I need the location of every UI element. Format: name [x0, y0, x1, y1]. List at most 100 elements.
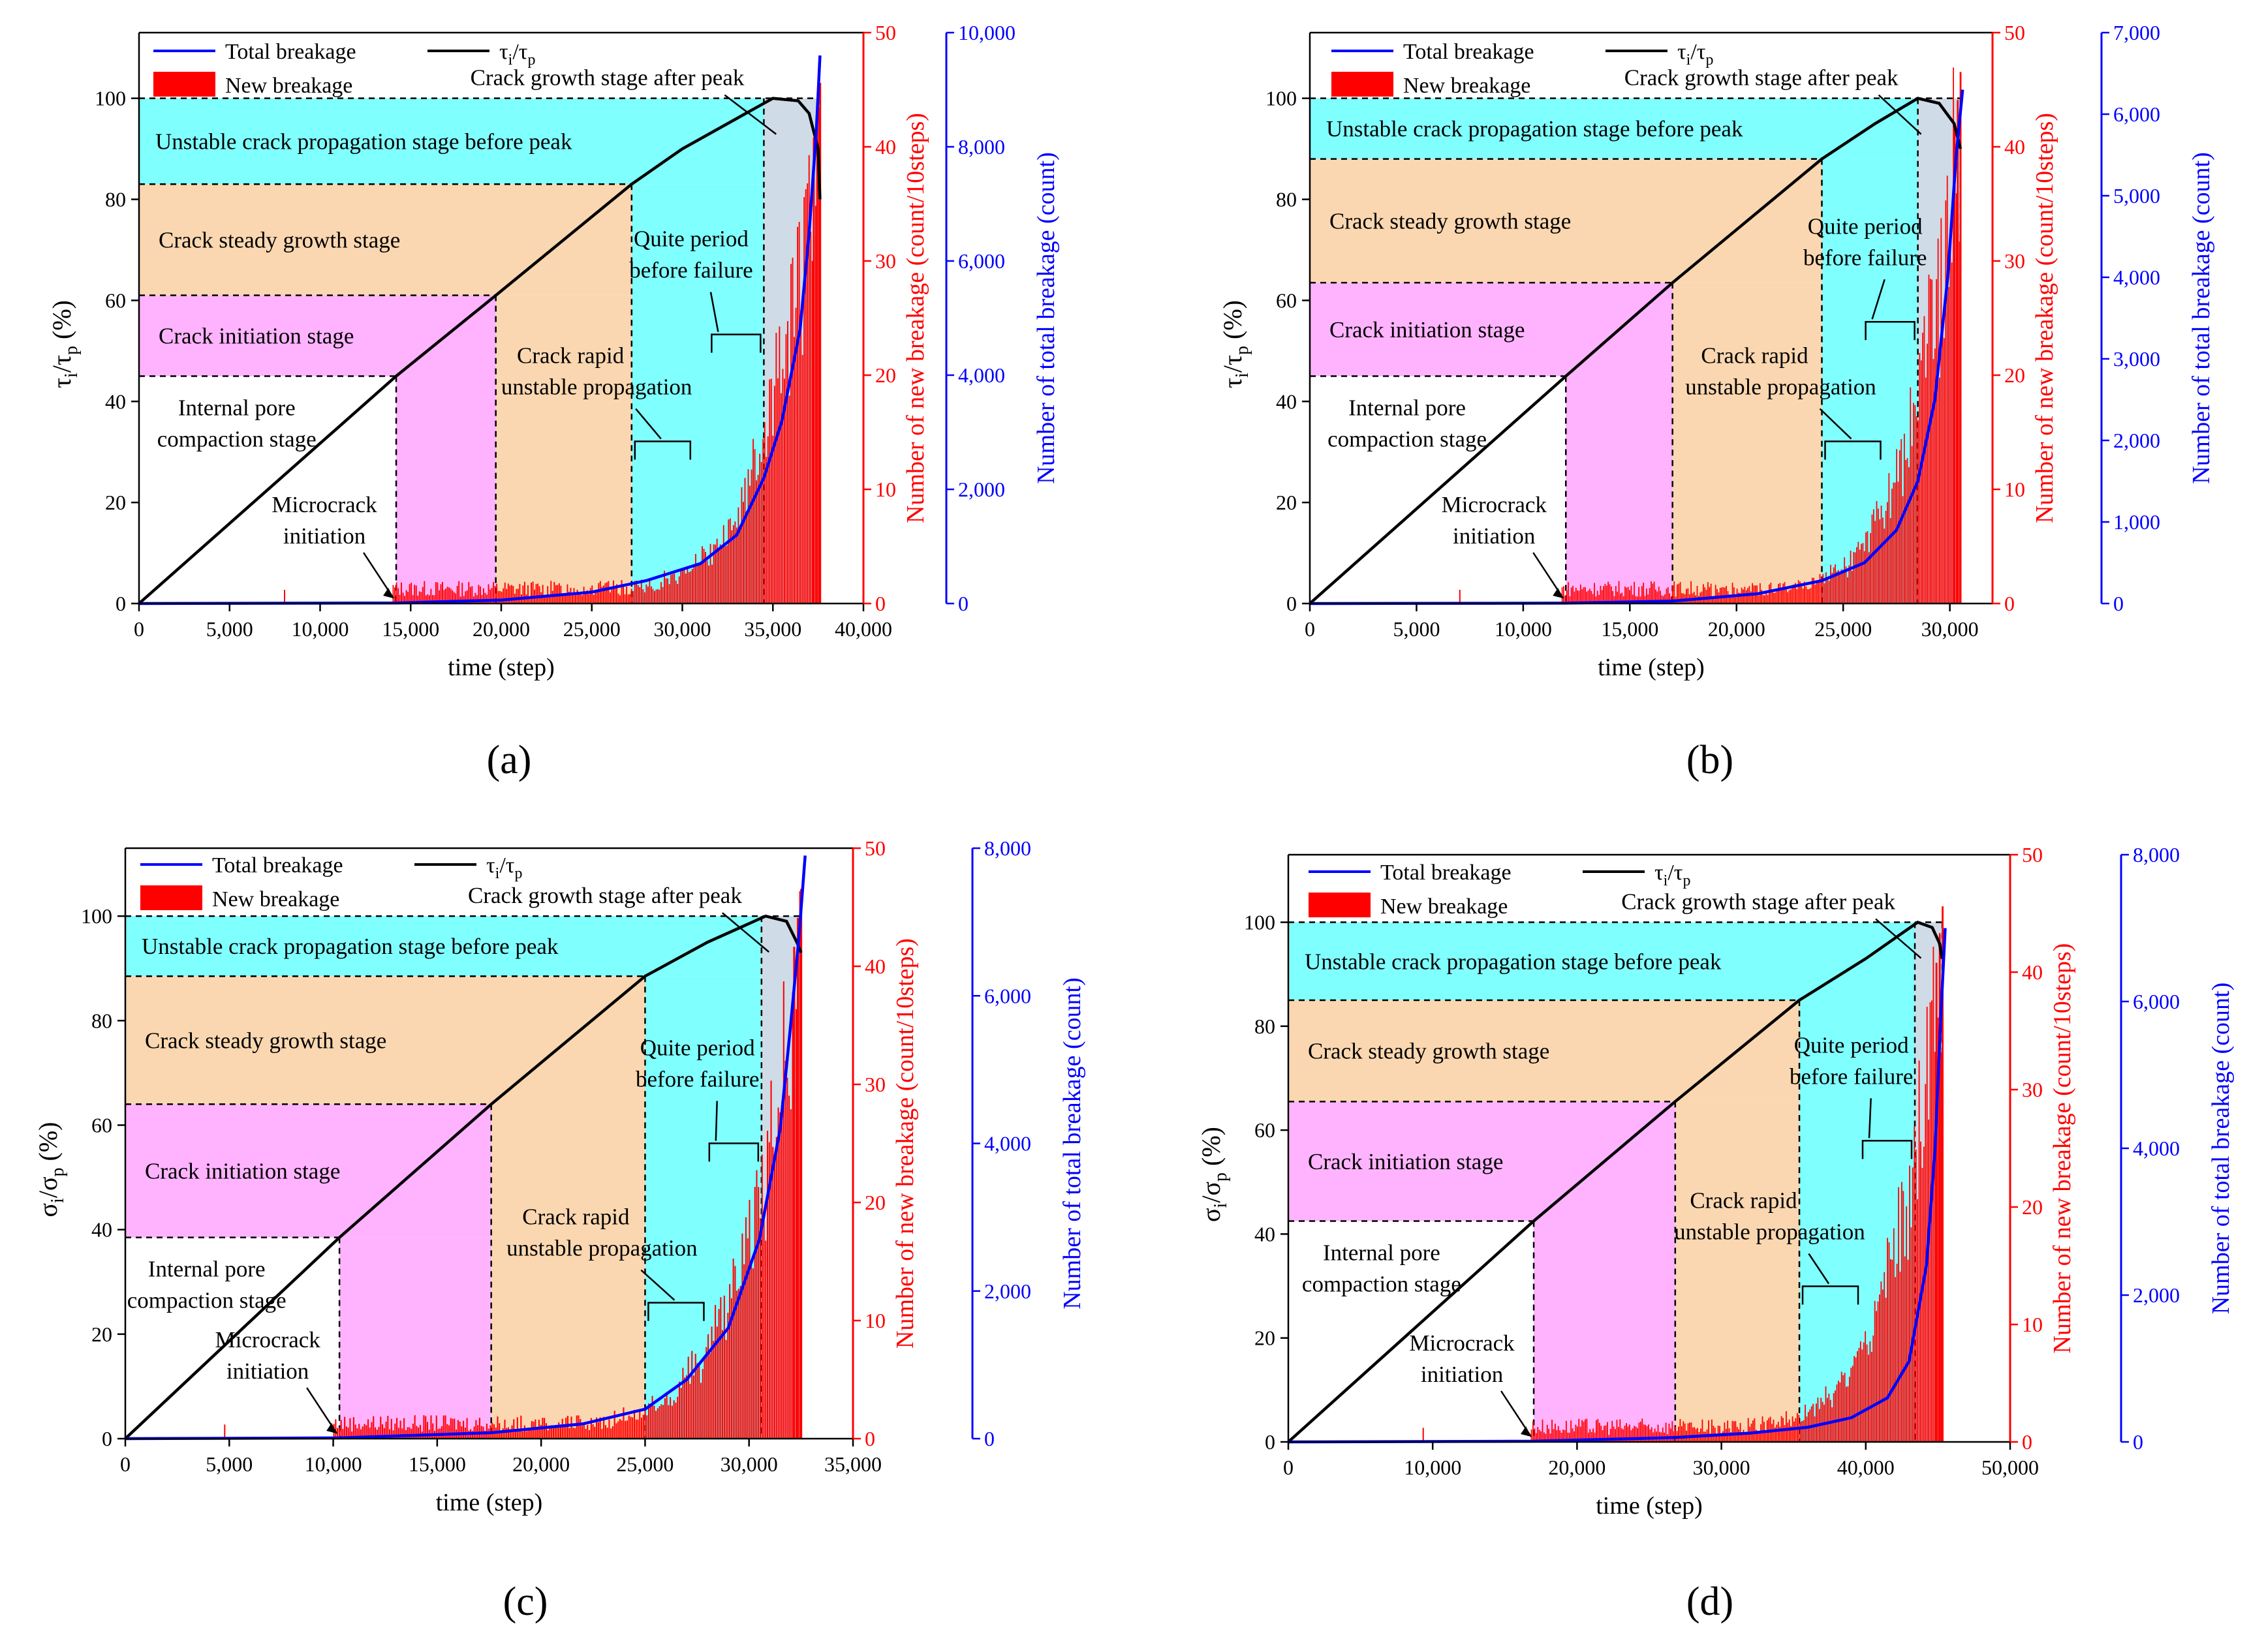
- new-breakage-bar: [582, 1426, 583, 1439]
- new-breakage-bar: [1669, 1428, 1671, 1442]
- new-breakage-bar: [491, 1422, 493, 1439]
- new-breakage-bar: [1893, 482, 1895, 604]
- new-breakage-bar: [397, 588, 399, 604]
- total-breakage-line: [1309, 89, 1964, 605]
- blue-tick-label: 8,000: [984, 836, 1031, 860]
- new-breakage-bar: [1630, 1430, 1632, 1442]
- new-breakage-bar: [1880, 1281, 1882, 1442]
- new-breakage-bar: [722, 1330, 724, 1439]
- new-breakage-bar: [1959, 241, 1961, 604]
- stage-label-micro-1: Microcrack: [1442, 492, 1547, 517]
- new-breakage-bar: [1563, 586, 1564, 604]
- stage-label-compaction-1: Internal pore: [148, 1257, 266, 1282]
- new-breakage-bar: [1788, 590, 1790, 604]
- new-breakage-bar: [1604, 583, 1606, 604]
- new-breakage-bar: [604, 1425, 606, 1439]
- new-breakage-bar: [1882, 517, 1884, 604]
- new-breakage-bar: [1568, 582, 1569, 604]
- x-tick-label: 30,000: [1693, 1456, 1750, 1479]
- new-breakage-bar: [374, 1427, 377, 1439]
- new-breakage-bar: [1605, 585, 1607, 604]
- new-breakage-bar: [1596, 590, 1598, 604]
- stage-label-micro-2: initiation: [226, 1358, 309, 1384]
- legend-new-swatch: [140, 885, 202, 910]
- new-breakage-bar: [1755, 1430, 1757, 1442]
- new-breakage-bar: [1833, 567, 1835, 604]
- new-breakage-bar: [1814, 1416, 1816, 1442]
- new-breakage-bar: [665, 578, 667, 604]
- new-breakage-bar: [1769, 1416, 1771, 1442]
- legend-stress-main: τ: [1654, 861, 1664, 885]
- new-breakage-bar: [744, 478, 746, 604]
- new-breakage-bar: [1793, 1421, 1795, 1442]
- x-tick-label: 10,000: [305, 1452, 362, 1476]
- new-breakage-bar: [1598, 594, 1600, 604]
- new-breakage-bar: [1775, 592, 1776, 604]
- new-breakage-bar: [1572, 1428, 1574, 1442]
- new-breakage-bar: [609, 592, 611, 604]
- new-breakage-bar: [545, 594, 547, 604]
- new-breakage-bar: [1926, 1006, 1928, 1442]
- new-breakage-bar: [644, 592, 645, 604]
- new-breakage-bar: [1835, 1390, 1836, 1442]
- new-breakage-bar: [1726, 586, 1728, 604]
- new-breakage-bar: [650, 586, 652, 604]
- new-breakage-bar: [1874, 1300, 1876, 1442]
- new-breakage-bar: [754, 1187, 756, 1439]
- new-breakage-bar: [1884, 1272, 1885, 1442]
- new-breakage-bar: [1865, 1331, 1867, 1442]
- legend-total-label: Total breakage: [212, 853, 343, 878]
- panel-letter: (b): [1686, 738, 1733, 782]
- new-breakage-bar: [727, 1313, 729, 1439]
- new-breakage-bar: [1667, 587, 1669, 604]
- new-breakage-bar: [1638, 587, 1640, 604]
- new-breakage-bar: [1761, 589, 1763, 604]
- new-breakage-bar: [1790, 589, 1791, 604]
- new-breakage-bar: [1570, 587, 1572, 604]
- new-breakage-bar: [561, 595, 563, 604]
- new-breakage-bar: [1856, 547, 1857, 604]
- blue-tick-label: 6,000: [984, 984, 1031, 1007]
- new-breakage-bar: [799, 891, 801, 1439]
- legend-stress-slash: /τ: [1690, 40, 1705, 64]
- new-breakage-bar: [520, 1415, 522, 1439]
- new-breakage-bar: [1870, 532, 1872, 604]
- x-tick-label: 35,000: [824, 1452, 882, 1476]
- new-breakage-bar: [792, 992, 794, 1439]
- new-breakage-bar: [389, 1429, 391, 1439]
- new-breakage-bar: [1647, 594, 1649, 604]
- new-breakage-bar: [1878, 508, 1879, 604]
- new-breakage-bar: [1598, 1422, 1600, 1442]
- blue-tick-label: 2,000: [2133, 1283, 2180, 1307]
- new-breakage-bar: [493, 582, 495, 604]
- new-breakage-bar: [496, 583, 498, 604]
- new-breakage-bar: [1569, 596, 1571, 604]
- new-breakage-bar: [644, 1409, 646, 1439]
- panel-letter: (c): [503, 1580, 548, 1624]
- new-breakage-bar: [519, 584, 521, 604]
- new-breakage-bar: [653, 1405, 655, 1439]
- new-breakage-bar: [1889, 517, 1891, 604]
- new-breakage-bar: [800, 889, 803, 1439]
- new-breakage-bar: [716, 538, 718, 604]
- new-breakage-bar: [711, 564, 713, 604]
- new-breakage-bar: [549, 1427, 551, 1439]
- red-tick-label: 40: [2022, 960, 2043, 984]
- stage-label-rapid-1: Crack rapid: [517, 343, 625, 369]
- new-breakage-bar: [767, 436, 769, 604]
- new-breakage-bar: [568, 1428, 570, 1439]
- new-breakage-bar: [1627, 1426, 1629, 1442]
- new-breakage-bar: [675, 580, 677, 604]
- new-breakage-bar: [1884, 528, 1885, 604]
- new-breakage-bar: [1876, 1311, 1878, 1442]
- new-breakage-bar: [633, 1409, 636, 1439]
- new-breakage-bar: [1852, 570, 1853, 604]
- new-breakage-bar: [1863, 1342, 1865, 1442]
- new-breakage-bar: [708, 565, 710, 604]
- blue-tick-label: 7,000: [2113, 21, 2160, 44]
- new-breakage-bar: [1535, 1433, 1537, 1442]
- new-breakage-bar: [1709, 1433, 1711, 1442]
- new-breakage-bar: [566, 1416, 569, 1439]
- red-tick-label: 0: [865, 1427, 875, 1450]
